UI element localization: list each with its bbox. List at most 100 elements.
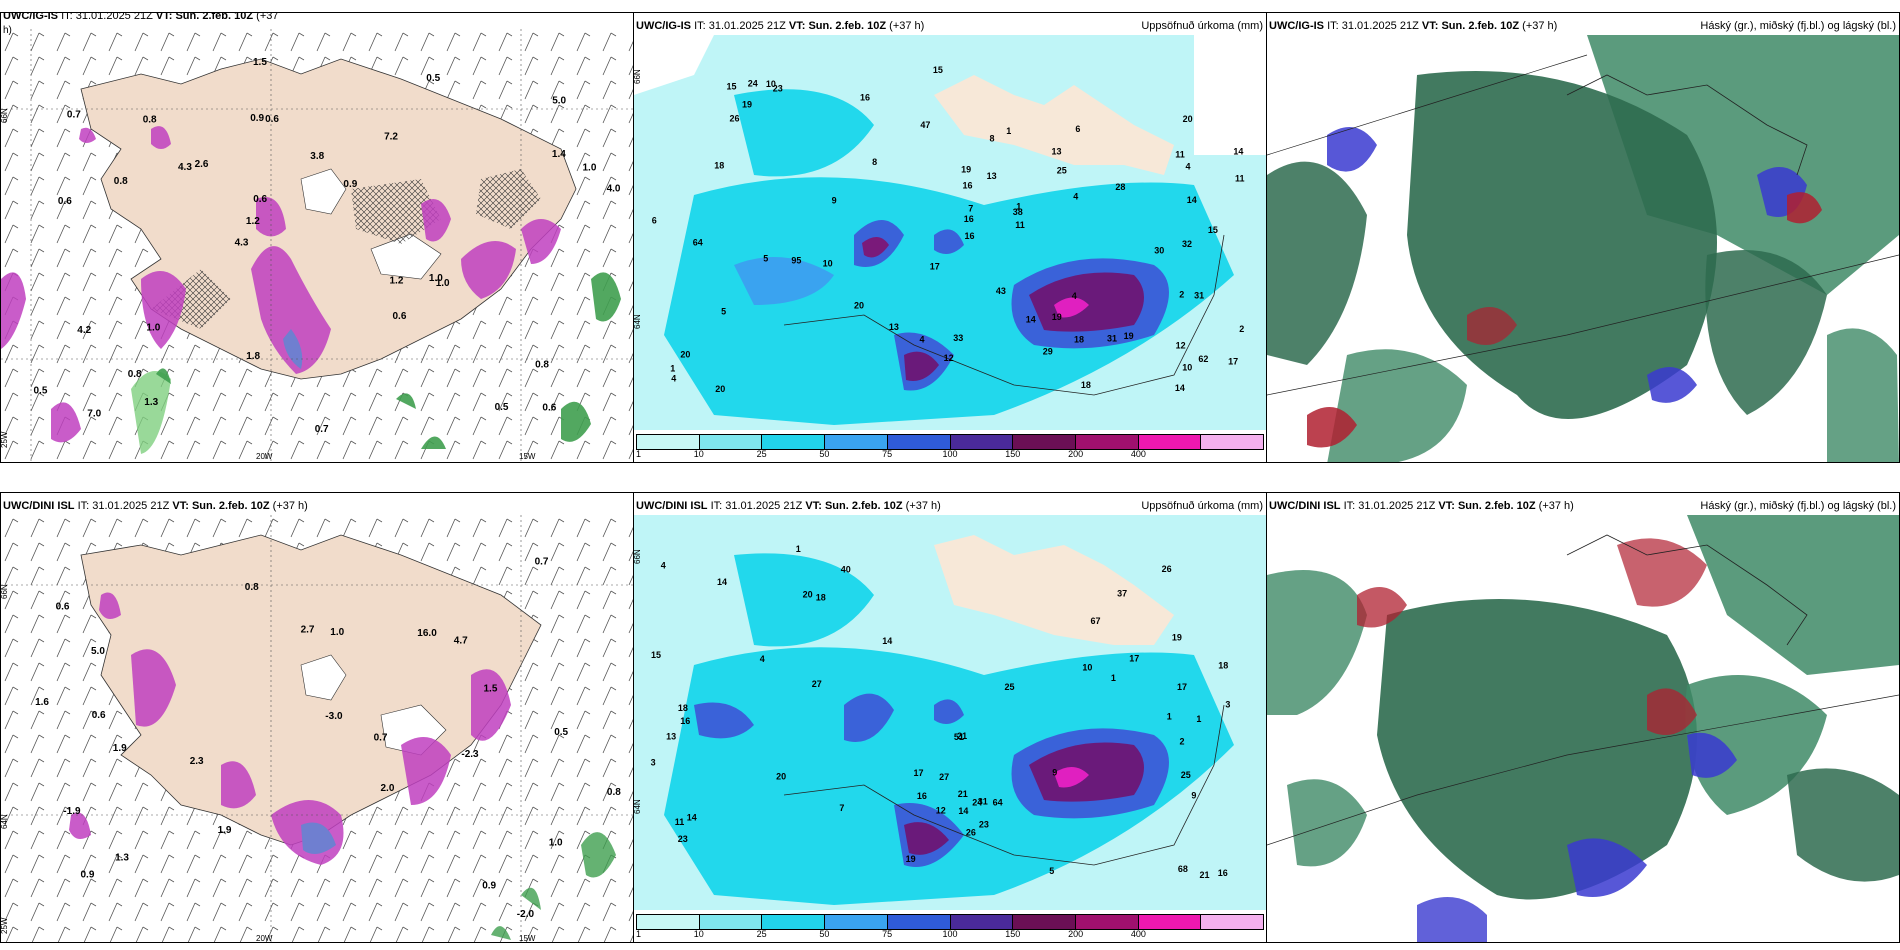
colorbar-swatch (637, 435, 700, 449)
value-label: 64 (993, 798, 1003, 808)
value-label: 19 (742, 99, 752, 109)
valid-time: Sun. 2.feb. 10Z (175, 12, 254, 22)
value-label: 2 (1179, 289, 1184, 299)
value-label: 17 (1177, 682, 1187, 692)
init-time: 31.01.2025 21Z (708, 20, 786, 32)
colorbar-swatch (762, 435, 826, 449)
value-label: -1.9 (63, 806, 81, 817)
colorbar-swatch (887, 915, 951, 929)
value-label: 0.8 (607, 787, 621, 798)
value-label: 14 (1026, 315, 1036, 325)
lon-25-label: 25W (1, 431, 9, 448)
colorbar-tick-label: 200 (1068, 929, 1084, 939)
lat-66-label: 66N (1, 108, 9, 123)
value-label: 4.3 (235, 238, 249, 249)
init-time: 31.01.2025 21Z (725, 500, 803, 512)
value-label: 0.9 (81, 869, 95, 880)
colorbar-tick-label: 25 (756, 929, 767, 939)
precip-colorbar: 1 10 25 50 75 100 150 200 400 (634, 914, 1266, 942)
value-label: 0.5 (426, 73, 440, 84)
it-label: IT: (710, 500, 723, 512)
value-label: 1.3 (115, 853, 129, 864)
value-label: 0.7 (67, 109, 81, 120)
colorbar-swatch (1138, 435, 1202, 449)
value-label: 1.4 (552, 149, 566, 160)
value-label: 13 (1052, 147, 1062, 157)
value-label: 4 (671, 373, 676, 383)
lead-time: (+37 h) (1538, 500, 1574, 512)
value-label: 33 (953, 333, 963, 343)
value-label: 5 (763, 254, 768, 264)
value-label: 67 (1091, 616, 1101, 626)
value-label: 8 (990, 133, 995, 143)
cloud-map (1267, 515, 1899, 942)
value-label: 19 (1052, 312, 1062, 322)
value-label: 4 (1186, 161, 1191, 171)
value-label: 28 (1115, 182, 1125, 192)
colorbar-tick-label: 400 (1130, 929, 1146, 939)
value-label: 32 (1182, 239, 1192, 249)
value-label: 40 (841, 564, 851, 574)
value-label: 12 (1176, 341, 1186, 351)
model-name: UWC/IG-IS (1269, 20, 1324, 32)
vt-label: VT: (1421, 20, 1439, 32)
value-label: 24 (748, 79, 758, 89)
value-label: 16 (860, 92, 870, 102)
vt-label: VT: (805, 500, 822, 512)
value-label: 68 (1178, 864, 1188, 874)
value-label: 95 (791, 255, 801, 265)
value-label: 1.0 (436, 278, 450, 289)
value-label: 0.5 (34, 385, 48, 396)
value-label: 14 (687, 812, 697, 822)
value-label: 20 (715, 384, 725, 394)
value-label: 12 (936, 806, 946, 816)
value-label: 21 (1200, 870, 1210, 880)
value-label: 26 (730, 114, 740, 124)
value-label: 15 (651, 650, 661, 660)
value-label: 7.0 (87, 409, 101, 420)
value-label: 0.7 (535, 556, 549, 567)
wind-map: 66N 64N 25W 20W 15W -2.0 1.9 2.0 0.6 1.0 5.0 1… (1, 515, 633, 943)
value-label: 0.6 (58, 196, 72, 207)
lat-66-label: 66N (634, 69, 642, 84)
value-label: 15 (933, 65, 943, 75)
value-label: 1 (1196, 714, 1201, 724)
panel-header: UWC/DINI ISL IT: 31.01.2025 21Z VT: Sun.… (1, 497, 633, 515)
value-label: -2.3 (461, 749, 479, 760)
colorbar-swatch (825, 435, 888, 449)
value-label: 4 (1072, 291, 1077, 301)
colorbar-swatch (1075, 435, 1139, 449)
value-label: 1 (796, 544, 801, 554)
value-label: 20 (680, 349, 690, 359)
lat-64-label: 64N (1, 814, 9, 829)
value-label: 9 (1052, 767, 1057, 777)
value-label: 18 (816, 593, 826, 603)
value-label: 2 (1180, 736, 1185, 746)
value-label: 20 (854, 301, 864, 311)
value-label: 27 (939, 772, 949, 782)
value-label: 31 (978, 796, 988, 806)
value-label: 6 (652, 215, 657, 225)
value-label: 19 (961, 165, 971, 175)
value-label: 0.8 (245, 582, 259, 593)
valid-time: Sun. 2.feb. 10Z (1457, 500, 1536, 512)
it-label: IT: (61, 12, 73, 22)
value-label: 1.9 (218, 825, 232, 836)
colorbar-swatch (950, 435, 1014, 449)
field-title: Háský (gr.), miðský (fj.bl.) og lágský (… (1700, 20, 1896, 32)
colorbar-swatch (1013, 435, 1076, 449)
colorbar-swatch (950, 915, 1014, 929)
value-label: 18 (1081, 380, 1091, 390)
value-label: 0.8 (128, 369, 142, 380)
lat-66-label: 66N (1, 584, 9, 599)
lon-15-label: 15W (519, 934, 536, 943)
init-time: 31.01.2025 21Z (75, 12, 153, 22)
it-label: IT: (1327, 20, 1339, 32)
panel-header: UWC/DINI ISL IT: 31.01.2025 21Z VT: Sun.… (1267, 497, 1899, 515)
value-label: 29 (1043, 347, 1053, 357)
lead-time-wrap: h) (3, 25, 12, 36)
value-label: 5 (721, 306, 726, 316)
value-label: 0.5 (554, 727, 568, 738)
value-label: 16 (917, 791, 927, 801)
value-label: 16 (1218, 868, 1228, 878)
